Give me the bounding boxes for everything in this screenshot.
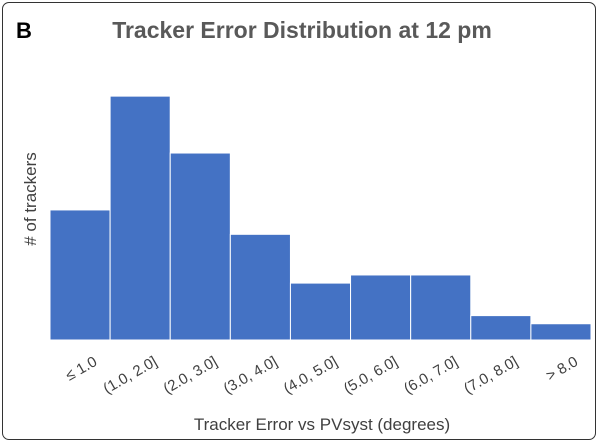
x-tick-label-5: (4.0, 5.0] — [281, 353, 341, 397]
bar-6 — [350, 274, 412, 341]
panel-label: B — [16, 18, 32, 43]
x-tick-label-3: (2.0, 3.0] — [161, 353, 221, 397]
bars-group — [49, 95, 592, 341]
x-tick-label-6: (5.0, 6.0] — [341, 353, 401, 397]
x-tick-label-9: > 8.0 — [543, 353, 581, 385]
x-tick-label-1: ≤ 1.0 — [63, 353, 100, 384]
bar-4 — [229, 233, 291, 341]
bar-2 — [109, 95, 171, 341]
x-tick-label-7: (6.0, 7.0] — [401, 353, 461, 397]
y-axis-label: # of trackers — [21, 152, 40, 246]
bar-5 — [289, 282, 352, 341]
bar-8 — [470, 315, 532, 341]
chart-title: Tracker Error Distribution at 12 pm — [112, 17, 492, 43]
x-tick-label-2: (1.0, 2.0] — [100, 353, 160, 397]
bar-7 — [410, 274, 472, 341]
x-axis-label: Tracker Error vs PVsyst (degrees) — [194, 415, 450, 434]
bar-3 — [169, 152, 231, 341]
bar-9 — [530, 323, 592, 341]
bar-1 — [49, 209, 111, 341]
x-tick-label-8: (7.0, 8.0] — [461, 353, 521, 397]
x-tick-labels: ≤ 1.0 (1.0, 2.0] (2.0, 3.0] (3.0, 4.0] (4.0,… — [63, 353, 581, 397]
x-tick-label-4: (3.0, 4.0] — [221, 353, 281, 397]
